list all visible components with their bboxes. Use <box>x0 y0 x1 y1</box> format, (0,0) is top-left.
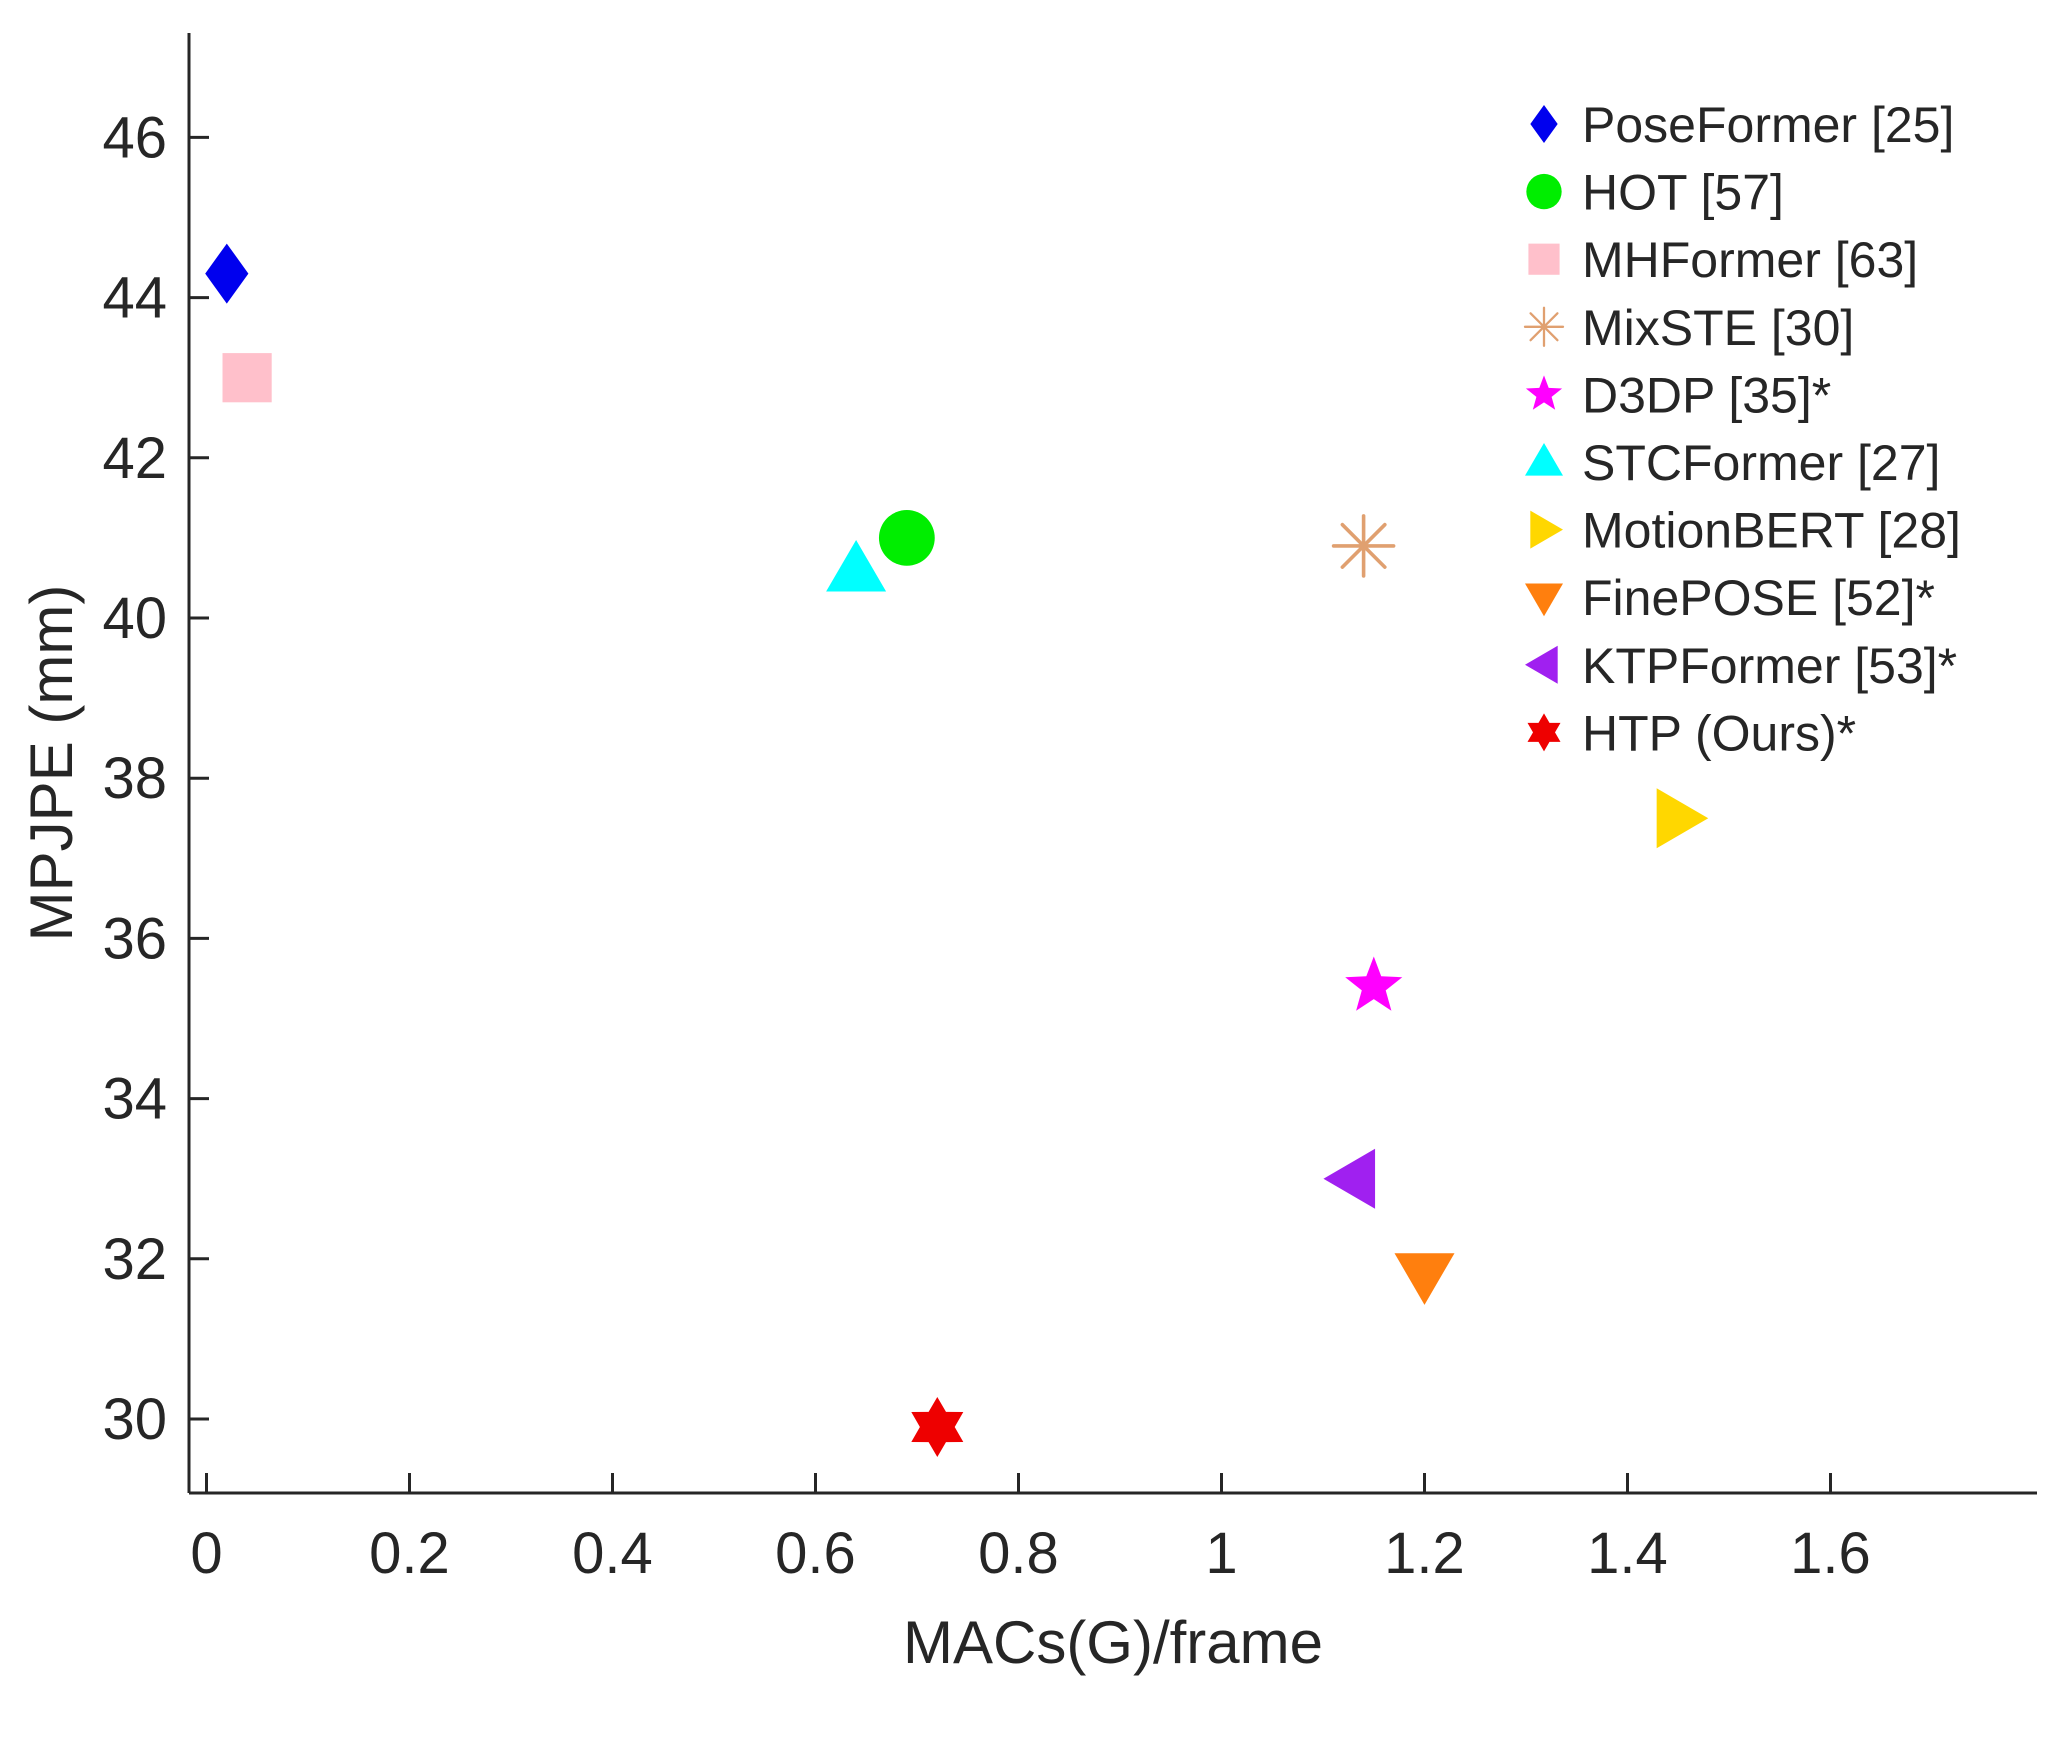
y-tick-label: 30 <box>102 1387 167 1452</box>
y-axis-label: MPJPE (mm) <box>18 585 85 942</box>
asterisk-stroke <box>1529 312 1559 342</box>
legend-marker-triangle-down <box>1525 583 1563 617</box>
data-point-hexagram <box>911 1397 964 1457</box>
legend-marker-hexagram <box>1527 713 1561 752</box>
data-point-diamond <box>205 243 249 304</box>
legend-entry-label: STCFormer [27] <box>1582 435 1940 491</box>
legend-entry-label: MixSTE [30] <box>1582 300 1854 356</box>
legend-marker-asterisk <box>1523 306 1565 347</box>
y-tick-label: 46 <box>102 105 167 170</box>
data-point-square <box>222 353 272 403</box>
legend-marker-triangle-left <box>1525 645 1558 684</box>
legend-entry-label: MHFormer [63] <box>1582 232 1918 288</box>
legend-entry-label: HTP (Ours)* <box>1582 705 1856 761</box>
x-tick-label: 1.2 <box>1384 1521 1465 1586</box>
x-tick-label: 1.4 <box>1587 1521 1668 1586</box>
y-tick-label: 34 <box>102 1067 167 1132</box>
legend: PoseFormer [25] HOT [57] MHFormer [63] MixS… <box>1523 97 1961 761</box>
legend-marker-pentagram <box>1525 375 1563 410</box>
data-point-triangle-left <box>1323 1148 1376 1209</box>
data-point-triangle-right <box>1656 788 1709 849</box>
data-point-circle <box>878 510 935 566</box>
ticks: 0 0.2 0.4 0.6 0.8 1 1.2 1.4 1.6 30 32 34 36 38 40 42 44 4… <box>102 105 1870 1586</box>
x-tick-label: 0 <box>190 1521 222 1586</box>
y-tick-label: 40 <box>102 586 167 651</box>
x-axis-label: MACs(G)/frame <box>903 1609 1323 1676</box>
axes <box>187 33 2037 1495</box>
legend-entry-label: D3DP [35]* <box>1582 367 1831 423</box>
x-tick-label: 0.2 <box>369 1521 450 1586</box>
y-tick-label: 38 <box>102 746 167 811</box>
x-tick-label: 0.8 <box>978 1521 1059 1586</box>
y-tick-label: 42 <box>102 426 167 491</box>
y-tick-label: 44 <box>102 266 167 331</box>
asterisk-stroke <box>1340 522 1387 569</box>
x-tick-label: 1.6 <box>1790 1521 1871 1586</box>
legend-marker-diamond <box>1530 105 1558 143</box>
legend-marker-square <box>1528 243 1560 275</box>
x-tick-label: 0.6 <box>775 1521 856 1586</box>
legend-marker-circle <box>1526 173 1562 210</box>
data-point-asterisk <box>1331 514 1396 578</box>
legend-entry-label: HOT [57] <box>1582 165 1784 221</box>
data-point-pentagram <box>1345 956 1403 1011</box>
legend-entry-label: MotionBERT [28] <box>1582 503 1961 559</box>
x-tick-label: 0.4 <box>572 1521 653 1586</box>
legend-entry-label: PoseFormer [25] <box>1582 97 1954 153</box>
y-tick-label: 32 <box>102 1227 167 1292</box>
data-points <box>205 243 1709 1457</box>
legend-marker-triangle-up <box>1525 443 1563 476</box>
legend-marker-triangle-right <box>1530 510 1563 549</box>
data-point-triangle-up <box>826 539 887 592</box>
y-tick-label: 36 <box>102 906 167 971</box>
legend-entry-label: FinePOSE [52]* <box>1582 570 1935 626</box>
x-tick-label: 1 <box>1205 1521 1237 1586</box>
legend-entry-label: KTPFormer [53]* <box>1582 638 1957 694</box>
data-point-triangle-down <box>1394 1253 1455 1305</box>
